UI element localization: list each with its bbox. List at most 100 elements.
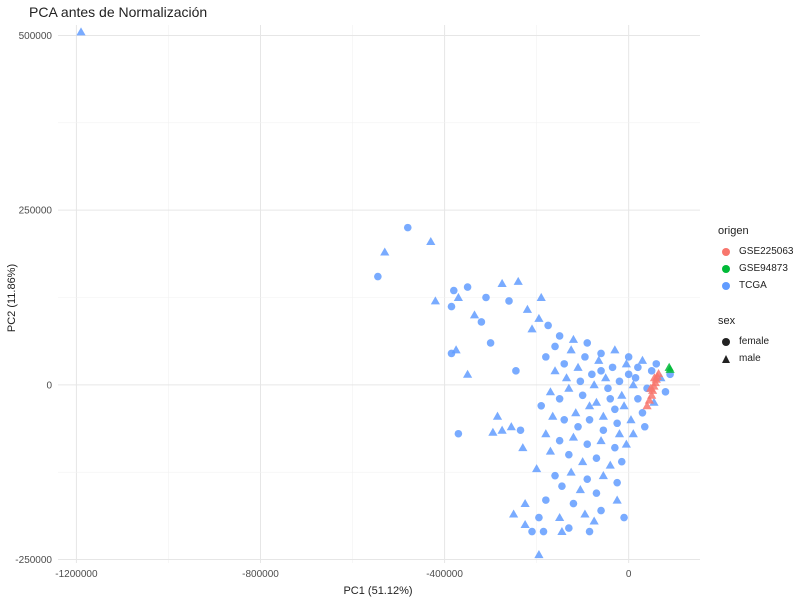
data-point-triangle	[578, 457, 588, 466]
data-point-circle	[482, 293, 490, 302]
data-point-circle	[611, 405, 619, 414]
data-point-triangle	[621, 439, 631, 448]
data-point-circle	[617, 457, 626, 466]
data-point-triangle	[566, 467, 576, 476]
x-axis-title: PC1 (51.12%)	[343, 585, 412, 597]
data-point-triangle	[513, 276, 523, 285]
data-point-triangle	[644, 395, 654, 404]
data-point-triangle	[646, 383, 656, 392]
legend-label: female	[739, 336, 770, 347]
data-point-triangle	[637, 355, 648, 364]
data-point-circle	[551, 471, 559, 480]
data-point-triangle	[561, 373, 572, 382]
data-point-triangle	[522, 304, 533, 313]
data-point-triangle	[573, 362, 583, 371]
data-point-triangle	[518, 443, 528, 452]
legend-entry-gse94873: GSE94873	[718, 260, 794, 277]
data-point-circle	[447, 302, 456, 311]
data-point-triangle	[492, 411, 503, 420]
legend-entry-female: female	[718, 333, 769, 350]
data-point-triangle	[426, 236, 436, 246]
data-point-triangle	[626, 415, 636, 424]
data-point-triangle	[653, 369, 664, 378]
data-point-triangle	[589, 380, 599, 389]
data-point-circle	[631, 374, 640, 382]
data-point-circle	[606, 395, 615, 403]
data-point-triangle	[469, 310, 480, 319]
data-point-triangle	[575, 485, 585, 494]
data-point-triangle	[665, 364, 675, 373]
y-tick-label: -250000	[15, 555, 52, 566]
legend-entry-male: male	[718, 350, 769, 367]
data-point-circle	[583, 339, 592, 347]
data-point-circle	[608, 363, 617, 372]
data-point-circle	[374, 272, 382, 281]
data-point-circle	[576, 377, 585, 386]
data-point-triangle	[596, 436, 606, 445]
data-point-triangle	[76, 27, 86, 36]
data-point-circle	[578, 391, 587, 400]
data-point-circle	[555, 395, 564, 403]
data-point-triangle	[649, 397, 659, 406]
data-point-circle	[583, 475, 592, 483]
x-tick-label: 0	[626, 569, 632, 580]
y-axis-title: PC2 (11.86%)	[6, 264, 18, 332]
legend-label: GSE94873	[739, 263, 788, 274]
legend-origen-title: origen	[718, 225, 749, 237]
data-point-triangle	[601, 373, 611, 382]
data-point-triangle	[568, 334, 579, 343]
data-point-triangle	[509, 509, 519, 518]
data-point-triangle	[545, 387, 556, 396]
legend-swatch	[722, 281, 730, 290]
data-point-triangle	[527, 324, 537, 333]
data-point-circle	[505, 297, 513, 305]
data-point-triangle	[380, 247, 390, 256]
data-point-circle	[592, 454, 601, 462]
data-point-circle	[555, 436, 564, 445]
data-point-circle	[613, 478, 621, 487]
data-point-circle	[585, 415, 594, 424]
y-tick-label: 0	[46, 380, 52, 391]
data-point-triangle	[536, 292, 546, 301]
data-point-circle	[661, 388, 670, 396]
legend-entry-tcga: TCGA	[718, 277, 794, 294]
x-tick-label: -400000	[426, 569, 463, 580]
data-point-triangle	[649, 373, 660, 382]
data-point-circle	[652, 360, 661, 368]
data-point-triangle	[564, 383, 574, 392]
data-point-circle	[403, 223, 412, 232]
data-point-circle	[558, 482, 566, 490]
data-point-circle	[560, 360, 569, 368]
data-point-triangle	[610, 345, 620, 354]
data-point-triangle	[589, 516, 599, 525]
data-point-circle	[516, 426, 525, 435]
data-point-circle	[565, 524, 573, 532]
data-point-circle	[634, 395, 642, 403]
data-point-circle	[611, 443, 619, 452]
data-point-circle	[477, 318, 486, 326]
y-axis-ticks: -250000 0 250000 500000	[15, 31, 52, 566]
data-point-triangle	[628, 380, 638, 389]
data-point-circle	[454, 429, 463, 438]
chart-title: PCA antes de Normalización	[29, 4, 208, 20]
data-point-circle	[624, 353, 633, 361]
data-point-triangle	[612, 495, 622, 504]
data-point-triangle	[548, 411, 558, 420]
data-point-triangle	[591, 397, 602, 406]
data-point-circle	[449, 286, 458, 295]
data-point-circle	[447, 349, 456, 358]
x-tick-label: -800000	[242, 569, 279, 580]
data-point-triangle	[568, 432, 579, 441]
data-point-circle	[463, 283, 472, 291]
data-point-circle	[537, 401, 546, 410]
data-point-circle	[640, 422, 649, 431]
data-point-circle	[560, 415, 569, 424]
data-point-triangle	[619, 401, 629, 410]
data-point-circle	[588, 370, 596, 379]
data-point-circle	[624, 370, 633, 379]
data-point-triangle	[571, 408, 581, 417]
grid	[58, 25, 700, 563]
data-point-circle	[542, 496, 550, 504]
data-point-circle	[620, 513, 628, 522]
legend-swatch	[722, 264, 730, 273]
